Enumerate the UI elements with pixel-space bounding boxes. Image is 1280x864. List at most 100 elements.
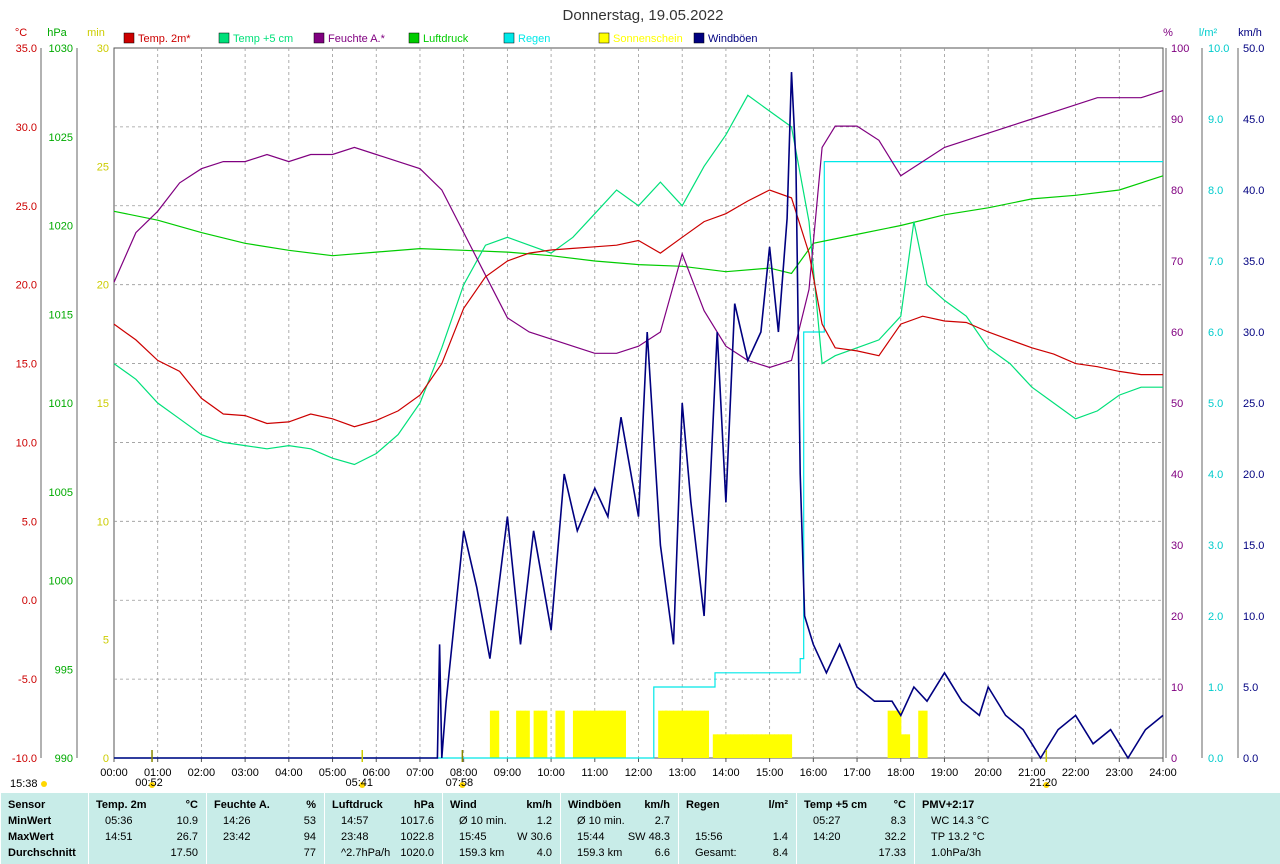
summary-cell-value: 8.4 [772, 847, 788, 859]
summary-unit: % [306, 799, 316, 811]
wind-axis-tick: 5.0 [1243, 682, 1258, 694]
humidity-axis-tick: 20 [1171, 611, 1183, 623]
sunshine-bar [721, 734, 727, 758]
humidity-axis-tick: 70 [1171, 256, 1183, 268]
series-line-temp-2m [113, 189, 1163, 428]
sunshine-bar [586, 710, 592, 758]
x-tick-label: 07:00 [406, 767, 434, 779]
sunshine-bar [677, 710, 683, 758]
pressure-axis-tick: 1030 [49, 43, 73, 55]
sun-axis-tick: 25 [97, 161, 109, 173]
x-tick-label: 04:00 [275, 767, 303, 779]
rain-axis-tick: 0.0 [1208, 753, 1223, 765]
sunshine-bar [704, 710, 710, 758]
summary-cell-label: 1.0hPa/3h [931, 847, 982, 859]
x-tick-label: 05:00 [319, 767, 347, 779]
sunshine-bar [572, 710, 578, 758]
wind-axis-tick: 35.0 [1243, 256, 1264, 268]
wind-axis-tick: 0.0 [1243, 753, 1258, 765]
summary-column: Regen l/m² 15:56 1.4 Gesamt: 8.4 [678, 793, 796, 864]
humidity-axis-tick: 100 [1171, 43, 1189, 55]
sunshine-bar [577, 710, 583, 758]
summary-row-labels: Sensor MinWert MaxWert Durchschnitt [0, 793, 88, 864]
sunshine-bar [734, 734, 740, 758]
sunset-label: 21:20 [1030, 777, 1058, 789]
summary-cell-label: 159.3 km [577, 847, 623, 859]
sunshine-bar [739, 734, 744, 758]
rain-axis-tick: 9.0 [1208, 114, 1223, 126]
legend-swatch [408, 32, 420, 44]
corner-time-label: 15:38 [10, 778, 38, 790]
wind-axis-tick: 45.0 [1243, 114, 1264, 126]
sun-axis-tick: 10 [97, 516, 109, 528]
summary-cell-value: W 30.6 [517, 831, 552, 843]
sunshine-bar [747, 734, 753, 758]
wind-unit-label: km/h [1238, 27, 1262, 39]
sunshine-bar [787, 734, 793, 758]
sunshine-bar [699, 710, 705, 758]
x-tick-label: 14:00 [712, 767, 740, 779]
sun-axis-tick: 20 [97, 280, 109, 292]
rain-axis-tick: 5.0 [1208, 398, 1223, 410]
summary-column: Feuchte A.% 14:26 53 23:42 94 77 [206, 793, 324, 864]
wind-axis-tick: 50.0 [1243, 43, 1264, 55]
legend-label: Feuchte A.* [328, 33, 386, 45]
summary-unit: hPa [413, 799, 434, 811]
rain-axis-tick: 1.0 [1208, 682, 1223, 694]
row-label-min: MinWert [8, 815, 52, 827]
x-tick-label: 24:00 [1149, 767, 1177, 779]
summary-cell-label: 23:48 [341, 831, 369, 843]
pressure-axis-tick: 1000 [49, 576, 73, 588]
summary-cell-label: 14:26 [223, 815, 251, 827]
sunshine-bar [599, 710, 605, 758]
sunshine-bars [489, 710, 928, 758]
summary-cell-label: 23:42 [223, 831, 251, 843]
pressure-axis-tick: 1005 [49, 487, 73, 499]
sunshine-bar [664, 710, 670, 758]
humidity-axis-tick: 0 [1171, 753, 1177, 765]
legend-label: Temp +5 cm [233, 33, 293, 45]
sunshine-bar [765, 734, 771, 758]
legend-swatch [218, 32, 230, 44]
summary-cell-value: 1.4 [772, 831, 788, 843]
sunshine-bar [542, 710, 548, 758]
temp-axis-tick: 15.0 [16, 359, 37, 371]
summary-unit: l/m² [768, 799, 788, 811]
wind-axis-tick: 15.0 [1243, 540, 1264, 552]
legend-label: Regen [518, 33, 550, 45]
legend-swatch [123, 32, 135, 44]
pressure-axis-tick: 1015 [49, 309, 73, 321]
summary-cell-label: 05:36 [105, 815, 133, 827]
sunshine-bar [918, 710, 924, 758]
wind-axis-tick: 40.0 [1243, 185, 1264, 197]
sunshine-bar [686, 710, 692, 758]
sunshine-bar [756, 734, 762, 758]
sunrise-label: 05:41 [345, 777, 373, 789]
summary-cell-value: 2.7 [654, 815, 670, 827]
x-tick-label: 20:00 [974, 767, 1002, 779]
pressure-axis-tick: 1020 [49, 221, 73, 233]
x-tick-label: 10:00 [537, 767, 565, 779]
sunshine-bar [682, 710, 688, 758]
x-tick-label: 09:00 [494, 767, 522, 779]
x-tick-label: 06:00 [362, 767, 390, 779]
sunshine-bar [892, 710, 897, 758]
x-tick-label: 08:00 [450, 767, 478, 779]
weather-chart: Donnerstag, 19.05.2022 Temp. 2m* Temp +5 … [10, 7, 1265, 790]
x-tick-label: 02:00 [188, 767, 216, 779]
summary-cell-value: 94 [303, 831, 316, 843]
pressure-axis-tick: 1025 [49, 132, 73, 144]
humidity-axis-tick: 30 [1171, 540, 1183, 552]
sunshine-bar [533, 710, 539, 758]
sunshine-bar [520, 710, 526, 758]
sunshine-bar [594, 710, 600, 758]
sunshine-bar [590, 710, 596, 758]
sunshine-bar [516, 710, 522, 758]
summary-cell-value: 53 [303, 815, 316, 827]
summary-cell-label: 15:56 [695, 831, 723, 843]
sunshine-bar [900, 734, 906, 758]
sunshine-bar [555, 710, 561, 758]
legend-label: Windböen [708, 33, 758, 45]
legend-label: Temp. 2m* [138, 33, 191, 45]
summary-header: Wind [450, 799, 477, 811]
